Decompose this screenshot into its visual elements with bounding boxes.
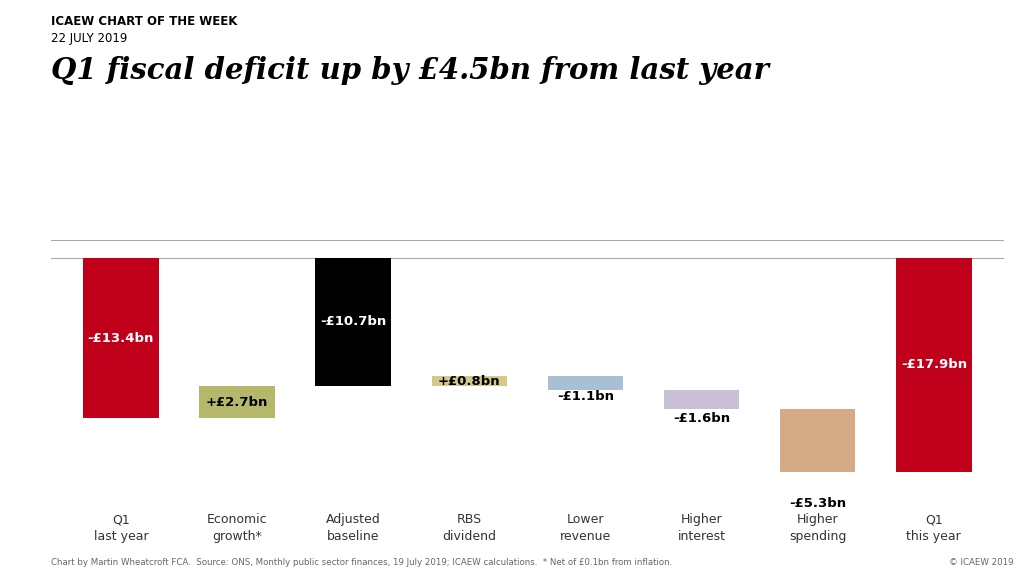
Text: ICAEW CHART OF THE WEEK: ICAEW CHART OF THE WEEK — [51, 15, 238, 27]
Text: -£1.1bn: -£1.1bn — [557, 390, 614, 402]
Text: Chart by Martin Wheatcroft FCA.  Source: ONS, Monthly public sector finances, 19: Chart by Martin Wheatcroft FCA. Source: … — [51, 559, 673, 567]
Text: -£5.3bn: -£5.3bn — [790, 497, 846, 510]
Text: +£0.8bn: +£0.8bn — [438, 374, 501, 388]
Text: -£13.4bn: -£13.4bn — [88, 332, 154, 345]
Text: -£10.7bn: -£10.7bn — [321, 315, 386, 328]
Bar — [548, 376, 624, 390]
Bar — [200, 386, 274, 418]
Text: © ICAEW 2019: © ICAEW 2019 — [949, 559, 1014, 567]
Bar — [83, 258, 159, 418]
Text: +£2.7bn: +£2.7bn — [206, 395, 268, 408]
Text: Q1 fiscal deficit up by £4.5bn from last year: Q1 fiscal deficit up by £4.5bn from last… — [51, 56, 769, 85]
Text: -£1.6bn: -£1.6bn — [673, 412, 730, 425]
Text: -£17.9bn: -£17.9bn — [901, 359, 967, 371]
Bar — [315, 258, 391, 386]
Bar — [664, 390, 739, 409]
Bar — [896, 258, 972, 472]
Bar — [780, 409, 855, 472]
Text: 22 JULY 2019: 22 JULY 2019 — [51, 32, 128, 45]
Bar — [431, 376, 507, 386]
